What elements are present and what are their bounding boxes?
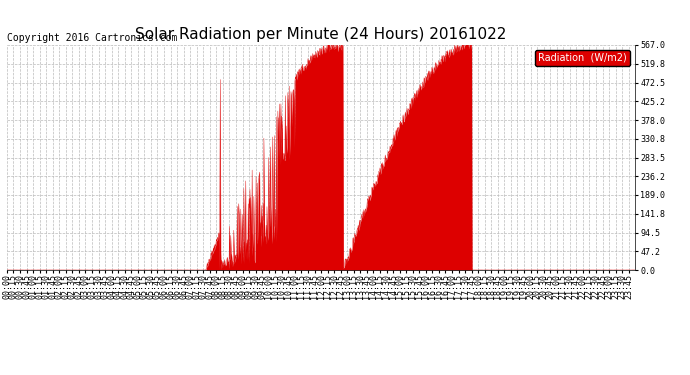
Title: Solar Radiation per Minute (24 Hours) 20161022: Solar Radiation per Minute (24 Hours) 20…	[135, 27, 506, 42]
Legend: Radiation  (W/m2): Radiation (W/m2)	[535, 50, 630, 66]
Text: Copyright 2016 Cartronics.com: Copyright 2016 Cartronics.com	[7, 33, 177, 43]
